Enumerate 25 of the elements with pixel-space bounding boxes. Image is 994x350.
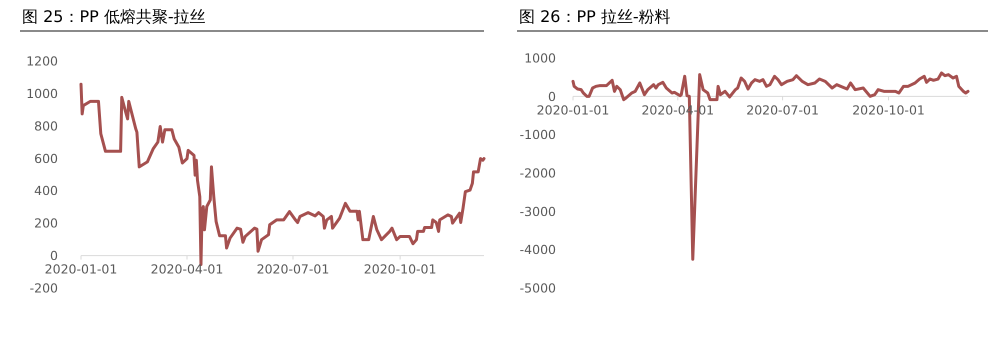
y-tick-label: -2000 xyxy=(520,166,556,180)
line-series xyxy=(80,82,486,266)
chart-title: 图 26：PP 拉丝-粉料 xyxy=(519,7,671,26)
y-tick-label: 800 xyxy=(34,118,58,134)
y-tick-label: 600 xyxy=(34,150,58,166)
x-tick-label: 2020-01-01 xyxy=(44,262,118,277)
y-tick-label: -200 xyxy=(30,280,58,296)
y-tick-label: 0 xyxy=(548,88,556,104)
y-tick-label: 0 xyxy=(50,248,58,264)
x-tick-label: 2020-10-01 xyxy=(364,262,436,277)
y-tick-label: 1000 xyxy=(524,50,556,66)
y-tick-label: -3000 xyxy=(520,204,556,219)
y-tick-label: -5000 xyxy=(520,280,556,296)
y-tick-label: -4000 xyxy=(520,242,556,258)
y-tick-label: 200 xyxy=(34,216,58,231)
x-tick-label: 2020-04-01 xyxy=(150,262,224,277)
y-tick-label: 1200 xyxy=(26,54,58,68)
x-tick-label: 2020-07-01 xyxy=(256,262,330,277)
chart-title: 图 25：PP 低熔共聚-拉丝 xyxy=(22,7,206,26)
x-tick-label: 2020-01-01 xyxy=(536,102,610,118)
y-tick-label: 400 xyxy=(34,183,58,198)
y-tick-label: -1000 xyxy=(520,127,556,142)
y-tick-label: 1000 xyxy=(26,86,58,101)
x-tick-label: 2020-07-01 xyxy=(746,102,819,118)
x-tick-label: 2020-10-01 xyxy=(852,102,925,118)
